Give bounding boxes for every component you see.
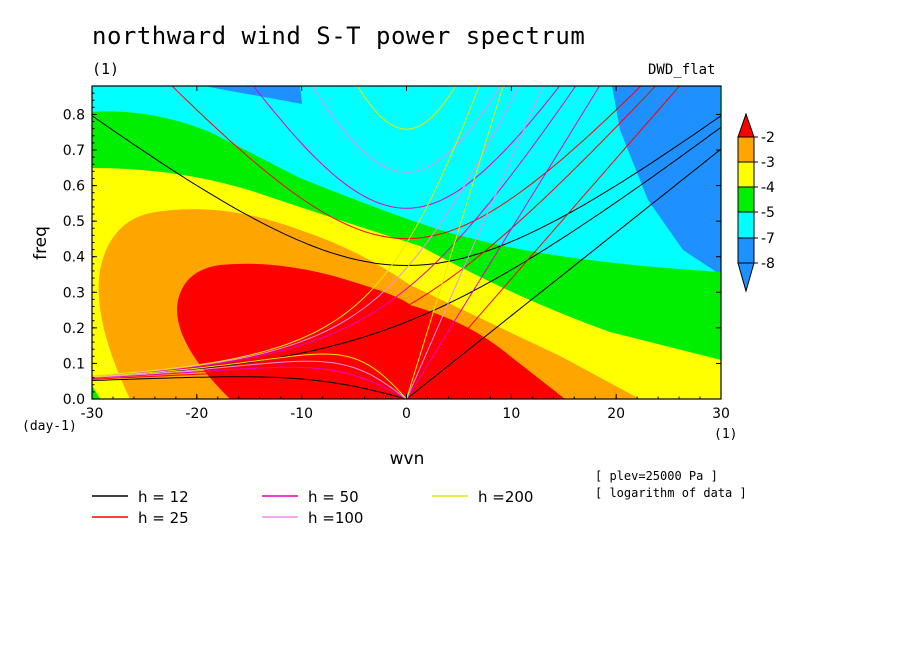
kelvin-curve bbox=[406, 86, 681, 399]
mixed-rossby-gravity-curve bbox=[92, 86, 520, 377]
inertio-gravity-curve bbox=[357, 86, 456, 130]
x-tick-label: 10 bbox=[502, 406, 520, 422]
y-axis: 0.0 0.1 0.2 0.3 0.4 0.5 0.6 0.7 0.8 bbox=[63, 92, 721, 408]
x-tick-label: -10 bbox=[290, 406, 313, 422]
colorbar-label: -2 bbox=[761, 130, 775, 146]
y-tick-label: 0.0 bbox=[63, 392, 85, 408]
colorbar-swatch bbox=[737, 136, 755, 163]
x-tick-label: 20 bbox=[607, 406, 625, 422]
mixed-rossby-gravity-curve bbox=[92, 86, 657, 378]
y-tick-label: 0.6 bbox=[63, 179, 85, 195]
band-blue-topright bbox=[612, 86, 721, 275]
x-axis-unit: (1) bbox=[714, 427, 737, 442]
legend-label: h =200 bbox=[478, 488, 533, 506]
chart-title: northward wind S-T power spectrum bbox=[92, 22, 586, 50]
x-tick-label: 30 bbox=[712, 406, 730, 422]
legend-label: h = 25 bbox=[138, 509, 189, 527]
mixed-rossby-gravity-curve bbox=[92, 86, 480, 377]
x-tick-label: 0 bbox=[402, 406, 411, 422]
colorbar-label: -3 bbox=[761, 155, 775, 171]
title-unit: (1) bbox=[92, 60, 120, 78]
y-tick-label: 0.3 bbox=[63, 285, 85, 301]
y-tick-label: 0.4 bbox=[63, 250, 85, 266]
legend: h = 12 h = 25 h = 50 h =100 h =200 bbox=[92, 488, 533, 527]
inertio-gravity-curve bbox=[311, 86, 502, 173]
plev-note: [ plev=25000 Pa ] bbox=[595, 469, 718, 483]
legend-label: h =100 bbox=[308, 509, 363, 527]
colorbar-swatch bbox=[737, 237, 755, 264]
y-tick-label: 0.7 bbox=[63, 143, 85, 159]
x-axis: -30 -20 -10 0 10 20 30 bbox=[81, 86, 730, 422]
colorbar-bottom-arrow bbox=[737, 262, 755, 293]
y-tick-label: 0.5 bbox=[63, 214, 85, 230]
kelvin-curve bbox=[406, 86, 601, 399]
rossby-curve bbox=[92, 353, 407, 399]
y-axis-unit: (day-1) bbox=[22, 419, 77, 434]
x-tick-label: -20 bbox=[185, 406, 208, 422]
kelvin-curve bbox=[406, 86, 544, 399]
y-tick-label: 0.1 bbox=[63, 356, 85, 372]
colorbar-label: -8 bbox=[761, 256, 775, 272]
rossby-curve bbox=[92, 376, 407, 399]
legend-label: h = 50 bbox=[308, 488, 359, 506]
dispersion-curves bbox=[92, 86, 721, 399]
colorbar-label: -5 bbox=[761, 205, 775, 221]
rossby-curve bbox=[92, 371, 407, 399]
log-note: [ logarithm of data ] bbox=[595, 486, 747, 500]
x-tick-label: -30 bbox=[81, 406, 104, 422]
inertio-gravity-curve bbox=[252, 86, 561, 209]
colorbar-top-arrow bbox=[737, 112, 755, 138]
y-tick-label: 0.8 bbox=[63, 107, 85, 123]
colorbar-label: -4 bbox=[761, 180, 775, 196]
mixed-rossby-gravity-curve bbox=[92, 86, 577, 377]
mixed-rossby-gravity-curve bbox=[92, 126, 721, 378]
band-blue-top bbox=[205, 86, 302, 104]
rossby-curve bbox=[92, 366, 407, 399]
inertio-gravity-curve bbox=[92, 115, 721, 267]
kelvin-curve bbox=[406, 148, 721, 399]
colorbar-swatch bbox=[737, 211, 755, 239]
legend-label: h = 12 bbox=[138, 488, 189, 506]
kelvin-curve bbox=[406, 86, 504, 399]
colorbar-swatch bbox=[737, 161, 755, 188]
y-tick-label: 0.2 bbox=[63, 321, 85, 337]
colorbar: -2 -3 -4 -5 -7 -8 bbox=[737, 112, 775, 293]
inertio-gravity-curve bbox=[171, 86, 642, 240]
colorbar-label: -7 bbox=[761, 231, 775, 247]
dataset-label: DWD_flat bbox=[648, 62, 716, 78]
colorbar-swatch bbox=[737, 186, 755, 213]
rossby-curve bbox=[92, 360, 407, 399]
band-red bbox=[177, 263, 565, 399]
y-axis-label: freq bbox=[31, 226, 51, 260]
x-axis-label: wvn bbox=[390, 449, 425, 469]
